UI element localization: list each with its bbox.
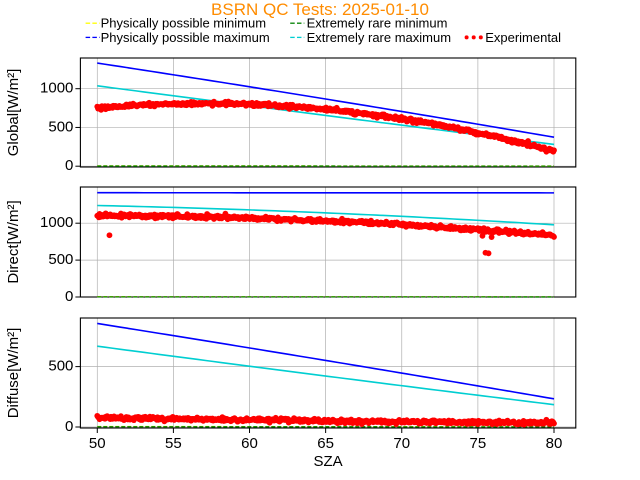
svg-text:75: 75 [470,435,487,452]
svg-text:1000: 1000 [40,80,73,97]
svg-text:500: 500 [48,118,73,135]
svg-text:55: 55 [165,435,182,452]
svg-text:60: 60 [241,435,258,452]
svg-text:Physically possible maximum: Physically possible maximum [101,30,270,45]
svg-text:Direct[W/m²]: Direct[W/m²] [5,200,22,283]
svg-text:0: 0 [65,157,73,174]
svg-text:65: 65 [317,435,334,452]
svg-text:1000: 1000 [40,214,73,231]
svg-text:SZA: SZA [314,453,343,470]
svg-text:Extremely rare maximum: Extremely rare maximum [307,30,451,45]
svg-text:0: 0 [65,288,73,305]
svg-text:500: 500 [48,251,73,268]
svg-text:70: 70 [393,435,410,452]
svg-text:Global[W/m²]: Global[W/m²] [5,69,22,157]
svg-text:50: 50 [89,435,106,452]
svg-text:Experimental: Experimental [485,30,561,45]
svg-text:500: 500 [48,358,73,375]
svg-text:0: 0 [65,418,73,435]
svg-text:Diffuse[W/m²]: Diffuse[W/m²] [5,328,22,419]
svg-text:80: 80 [546,435,563,452]
